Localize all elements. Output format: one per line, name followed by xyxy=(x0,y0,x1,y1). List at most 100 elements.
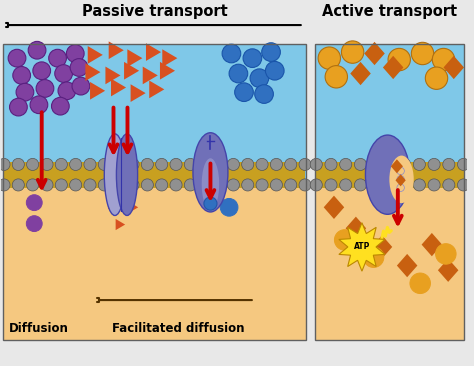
Circle shape xyxy=(384,158,396,171)
Polygon shape xyxy=(162,49,177,67)
Bar xyxy=(3,44,306,188)
Circle shape xyxy=(432,48,455,71)
Polygon shape xyxy=(324,196,344,219)
Circle shape xyxy=(228,158,239,171)
Circle shape xyxy=(310,158,322,171)
Circle shape xyxy=(229,64,248,83)
Circle shape xyxy=(41,179,53,191)
Circle shape xyxy=(242,179,254,191)
Polygon shape xyxy=(364,42,385,65)
Circle shape xyxy=(127,158,139,171)
Circle shape xyxy=(58,82,76,100)
Circle shape xyxy=(33,62,51,79)
Circle shape xyxy=(184,179,196,191)
Circle shape xyxy=(30,96,48,113)
Circle shape xyxy=(299,179,311,191)
Circle shape xyxy=(0,158,10,171)
Circle shape xyxy=(113,158,125,171)
Circle shape xyxy=(70,59,88,76)
Circle shape xyxy=(243,49,262,67)
Text: ATP: ATP xyxy=(354,242,370,251)
Circle shape xyxy=(318,47,340,69)
Bar xyxy=(3,44,306,340)
Circle shape xyxy=(340,158,352,171)
Circle shape xyxy=(199,179,211,191)
Polygon shape xyxy=(116,219,125,230)
Circle shape xyxy=(428,158,440,171)
Circle shape xyxy=(155,158,168,171)
Ellipse shape xyxy=(104,134,126,216)
Circle shape xyxy=(170,179,182,191)
Circle shape xyxy=(325,66,347,88)
Polygon shape xyxy=(109,41,124,59)
Polygon shape xyxy=(383,56,403,79)
Polygon shape xyxy=(88,46,103,64)
Circle shape xyxy=(341,41,364,63)
Polygon shape xyxy=(372,235,392,259)
Circle shape xyxy=(8,49,26,67)
Bar xyxy=(0,4,467,44)
Circle shape xyxy=(220,198,238,216)
Circle shape xyxy=(66,45,84,62)
Bar xyxy=(4,162,305,188)
Circle shape xyxy=(184,158,196,171)
Circle shape xyxy=(410,273,430,294)
Circle shape xyxy=(457,179,470,191)
Circle shape xyxy=(364,247,384,268)
Circle shape xyxy=(256,179,268,191)
Circle shape xyxy=(285,158,297,171)
Circle shape xyxy=(397,184,404,191)
Circle shape xyxy=(98,158,110,171)
Circle shape xyxy=(262,43,280,61)
Circle shape xyxy=(12,179,24,191)
Circle shape xyxy=(270,158,283,171)
Circle shape xyxy=(98,179,110,191)
Circle shape xyxy=(127,179,139,191)
Circle shape xyxy=(457,158,470,171)
Polygon shape xyxy=(149,81,164,98)
Circle shape xyxy=(413,179,426,191)
Circle shape xyxy=(255,85,273,103)
Circle shape xyxy=(256,158,268,171)
Circle shape xyxy=(49,49,66,67)
Circle shape xyxy=(335,230,355,250)
Circle shape xyxy=(397,167,404,175)
Circle shape xyxy=(41,158,53,171)
Circle shape xyxy=(84,158,96,171)
Circle shape xyxy=(213,179,225,191)
Circle shape xyxy=(355,158,366,171)
Circle shape xyxy=(28,41,46,59)
Circle shape xyxy=(36,79,54,97)
Circle shape xyxy=(155,179,168,191)
Polygon shape xyxy=(143,67,158,84)
Circle shape xyxy=(285,179,297,191)
Circle shape xyxy=(27,179,39,191)
Circle shape xyxy=(204,197,217,210)
Ellipse shape xyxy=(193,133,228,212)
Text: Passive transport: Passive transport xyxy=(82,4,228,19)
Polygon shape xyxy=(339,223,385,271)
Circle shape xyxy=(325,158,337,171)
Circle shape xyxy=(428,179,440,191)
Ellipse shape xyxy=(202,158,219,210)
Circle shape xyxy=(425,67,448,89)
Circle shape xyxy=(443,158,455,171)
Text: Active transport: Active transport xyxy=(322,4,457,19)
Circle shape xyxy=(213,158,225,171)
Polygon shape xyxy=(111,79,126,96)
Circle shape xyxy=(384,179,396,191)
Circle shape xyxy=(55,158,67,171)
Polygon shape xyxy=(128,49,142,67)
Circle shape xyxy=(250,69,269,87)
Polygon shape xyxy=(85,63,100,81)
Polygon shape xyxy=(128,201,138,213)
Polygon shape xyxy=(131,84,146,102)
Circle shape xyxy=(228,179,239,191)
Polygon shape xyxy=(395,174,406,186)
Circle shape xyxy=(413,158,426,171)
Circle shape xyxy=(340,179,352,191)
Bar xyxy=(3,188,306,340)
Bar xyxy=(315,188,465,340)
Circle shape xyxy=(16,83,34,101)
Circle shape xyxy=(70,158,82,171)
